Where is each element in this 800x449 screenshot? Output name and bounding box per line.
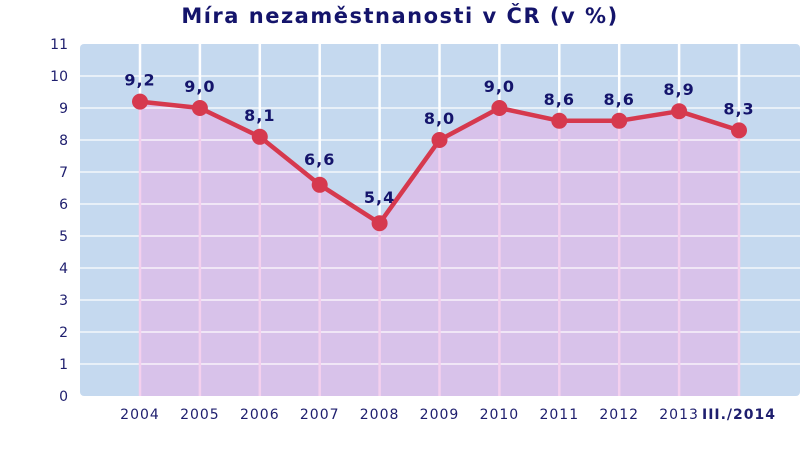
- x-tick-label: 2011: [539, 407, 579, 423]
- y-tick-label: 0: [59, 389, 68, 405]
- y-tick-label: 6: [59, 197, 68, 213]
- data-point-marker: [551, 112, 568, 129]
- y-tick-label: 5: [59, 229, 68, 245]
- data-point-marker: [251, 128, 268, 145]
- y-tick-label: 11: [50, 37, 68, 53]
- data-label: 8,6: [544, 90, 575, 109]
- chart-title: Míra nezaměstnanosti v ČR (v %): [181, 4, 619, 28]
- x-tick-label: 2004: [120, 407, 160, 423]
- y-tick-label: 1: [59, 357, 68, 373]
- data-point-marker: [191, 100, 208, 116]
- x-tick-label: III./2014: [702, 407, 776, 423]
- y-tick-label: 4: [59, 261, 68, 277]
- x-tick-label: 2013: [659, 407, 699, 423]
- x-tick-label: 2005: [180, 407, 220, 423]
- y-tick-label: 9: [59, 101, 68, 117]
- data-label: 8,9: [663, 80, 694, 99]
- data-label: 9,0: [184, 77, 215, 96]
- x-tick-label: 2006: [240, 407, 280, 423]
- data-point-marker: [132, 93, 148, 110]
- data-point-marker: [311, 176, 328, 193]
- data-label: 8,0: [424, 109, 455, 128]
- data-point-marker: [371, 215, 388, 232]
- y-tick-label: 10: [50, 69, 68, 85]
- data-point-marker: [671, 103, 688, 120]
- data-point-marker: [491, 100, 508, 116]
- x-tick-label: 2007: [300, 407, 340, 423]
- data-label: 8,3: [723, 99, 754, 118]
- x-tick-label: 2010: [480, 407, 520, 423]
- x-tick-label: 2008: [360, 407, 400, 423]
- data-label: 8,1: [244, 106, 275, 125]
- y-tick-label: 8: [59, 133, 68, 149]
- x-tick-label: 2009: [420, 407, 460, 423]
- data-point-marker: [731, 122, 747, 139]
- data-point-marker: [611, 112, 628, 129]
- data-label: 9,0: [484, 77, 515, 96]
- data-label: 8,6: [604, 90, 635, 109]
- y-tick-label: 7: [59, 165, 68, 181]
- data-point-marker: [431, 132, 448, 148]
- y-tick-label: 2: [59, 325, 68, 341]
- data-label: 9,2: [124, 71, 155, 90]
- data-label: 5,4: [364, 188, 395, 207]
- x-tick-label: 2012: [599, 407, 639, 423]
- data-label: 6,6: [304, 150, 335, 169]
- y-tick-label: 3: [59, 293, 68, 309]
